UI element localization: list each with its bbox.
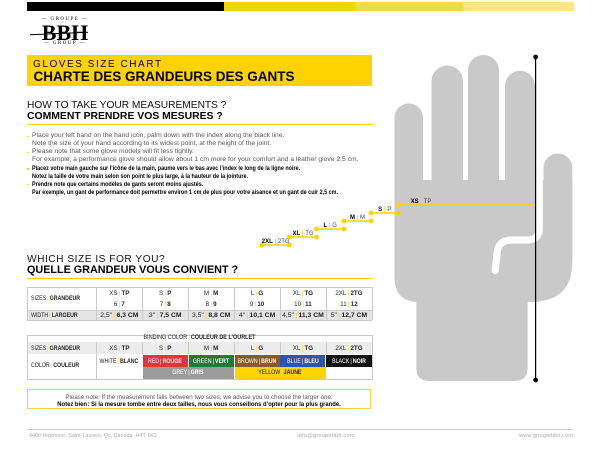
svg-text:M | M: M | M — [350, 215, 365, 221]
svg-text:S | P: S | P — [378, 207, 391, 213]
svg-text:XL | TG: XL | TG — [292, 231, 313, 237]
svg-text:L | G: L | G — [323, 223, 337, 229]
svg-text:XS | TP: XS | TP — [411, 199, 432, 205]
svg-text:2XL | 2TG: 2XL | 2TG — [262, 239, 290, 245]
